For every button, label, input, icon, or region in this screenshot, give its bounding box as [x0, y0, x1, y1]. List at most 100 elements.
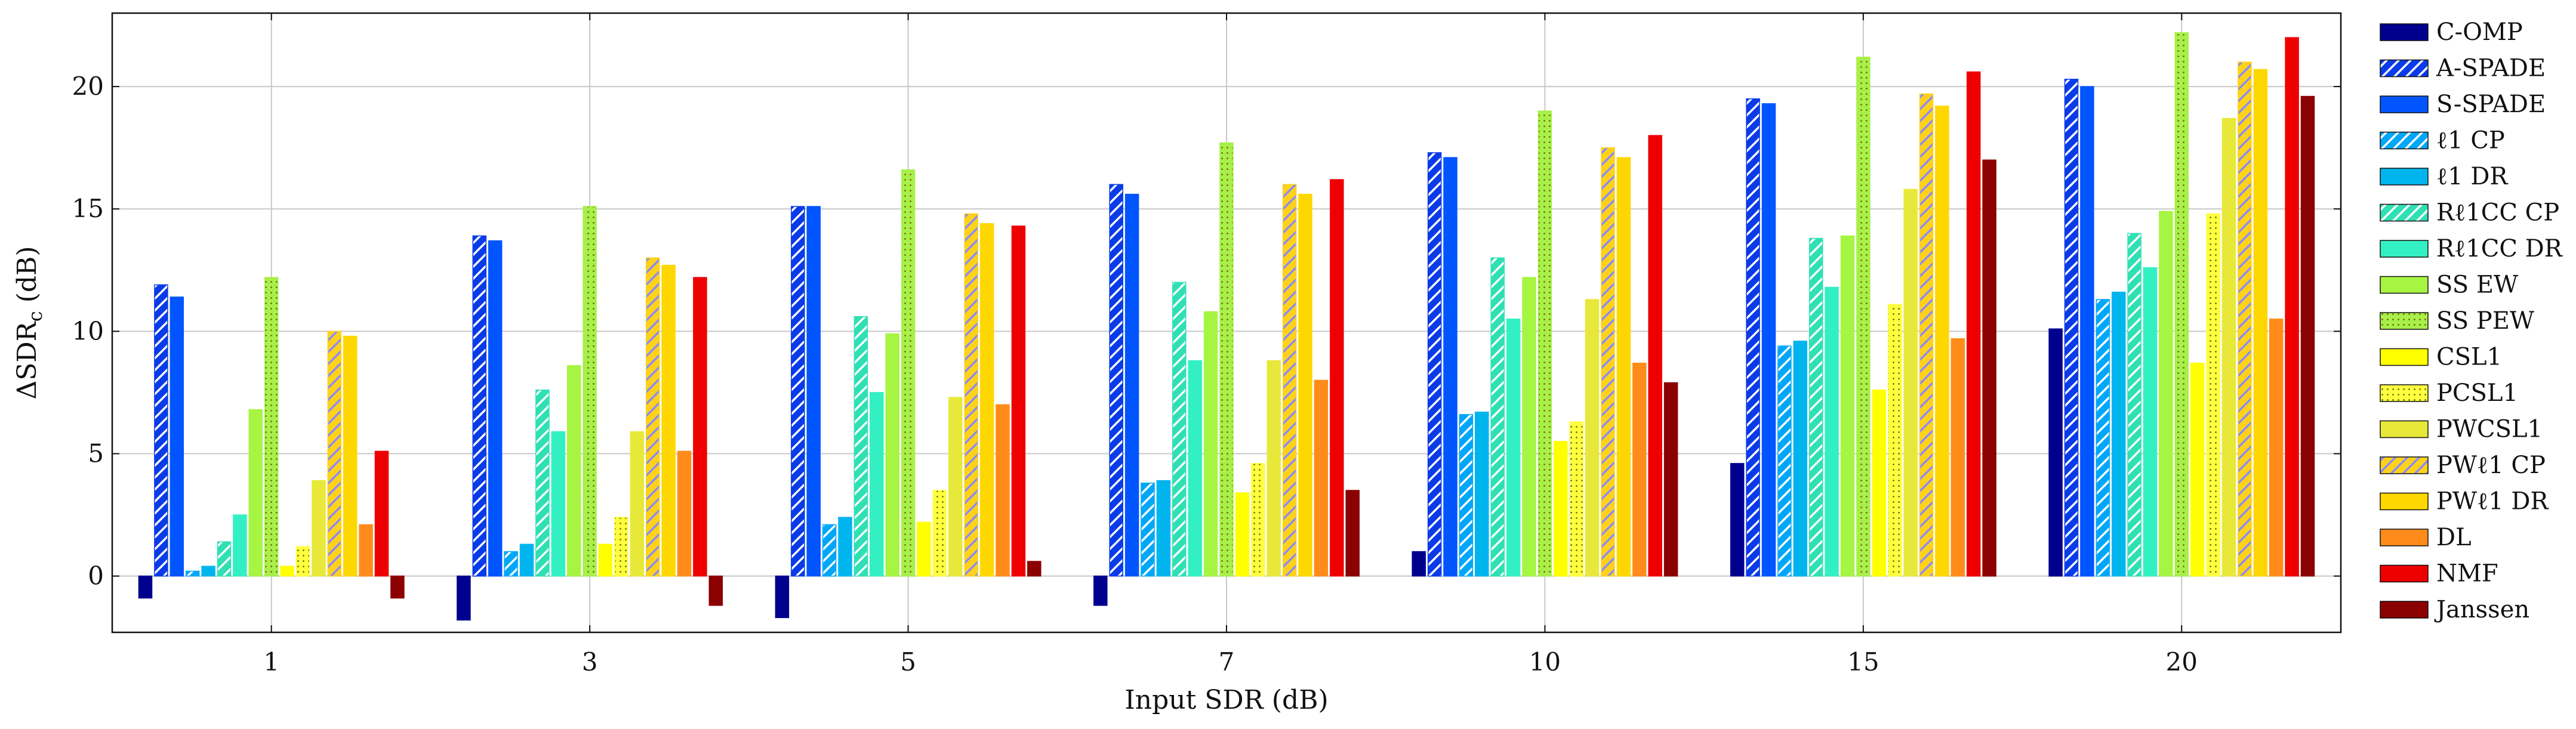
legend-swatch — [2380, 59, 2429, 78]
legend-swatch — [2380, 95, 2429, 113]
legend-label: DL — [2436, 524, 2472, 551]
bar--1-cp-7 — [1141, 482, 1155, 577]
legend-label: ℓ1 DR — [2436, 163, 2509, 190]
axis-ticks: 0 5 10 15 20 1 3 5 7 10 15 20 ΔSDRc (dB) — [12, 13, 2341, 677]
bar-ss-pew-7 — [1219, 142, 1234, 577]
bar-a-spade-5 — [791, 206, 805, 577]
bar-a-spade-20 — [2064, 79, 2079, 577]
legend-label: PWℓ1 CP — [2436, 452, 2546, 479]
bar-nmf-1 — [374, 450, 389, 577]
bar-s-spade-20 — [2080, 86, 2094, 577]
bar-pw-1-cp-5 — [964, 213, 978, 577]
bar-janssen-15 — [1982, 159, 1996, 577]
bar-a-spade-10 — [1427, 152, 1442, 577]
bar-pwcsl1-10 — [1585, 299, 1600, 577]
bar-dl-5 — [996, 404, 1010, 577]
bar-pcsl1-1 — [295, 546, 310, 577]
bar-dl-20 — [2269, 319, 2284, 577]
legend-label: Rℓ1CC DR — [2436, 235, 2563, 262]
bar--1-dr-7 — [1156, 480, 1171, 577]
bar-r-1cc-cp-20 — [2127, 233, 2141, 577]
bar-s-spade-1 — [170, 296, 184, 577]
x-tick-label: 10 — [1529, 647, 1561, 677]
bar-r-1cc-dr-20 — [2143, 267, 2158, 577]
legend-label: C-OMP — [2436, 18, 2523, 46]
legend-label: NMF — [2436, 560, 2498, 588]
bar-pcsl1-3 — [614, 517, 628, 577]
bar-pw-1-dr-5 — [979, 223, 994, 577]
bar-nmf-20 — [2285, 37, 2299, 577]
legend-swatch — [2380, 168, 2429, 186]
bar-pw-1-dr-10 — [1616, 157, 1631, 577]
bar-s-spade-10 — [1443, 157, 1458, 577]
bar-pw-1-cp-1 — [327, 330, 342, 577]
legend-swatch — [2380, 529, 2429, 546]
bar-c-omp-3 — [457, 575, 471, 621]
x-tick-label: 15 — [1847, 647, 1879, 677]
bar-pwcsl1-5 — [948, 397, 963, 577]
legend-label: PCSL1 — [2436, 379, 2518, 407]
bar-ss-pew-10 — [1537, 110, 1552, 577]
bar-janssen-5 — [1027, 561, 1042, 577]
bar--1-cp-15 — [1777, 345, 1792, 577]
bar-ss-ew-15 — [1840, 235, 1855, 577]
bar-csl1-5 — [917, 521, 931, 577]
bar--1-cp-20 — [2096, 299, 2110, 577]
bar-csl1-15 — [1872, 390, 1887, 577]
bar--1-dr-10 — [1475, 412, 1489, 577]
bar-csl1-10 — [1554, 441, 1568, 577]
bar-c-omp-7 — [1093, 575, 1108, 606]
bar--1-dr-15 — [1793, 341, 1808, 577]
legend-swatch — [2380, 23, 2429, 41]
bar-csl1-20 — [2190, 362, 2205, 577]
legend-label: PWℓ1 DR — [2436, 488, 2549, 515]
bar--1-dr-5 — [838, 517, 852, 577]
bar-dl-15 — [1951, 338, 1965, 577]
bar-pwcsl1-15 — [1903, 189, 1918, 577]
bar-dl-10 — [1632, 362, 1647, 577]
legend-label: SS PEW — [2436, 307, 2534, 335]
bar-janssen-7 — [1345, 490, 1360, 577]
bar-r-1cc-dr-7 — [1188, 360, 1202, 577]
bar--1-cp-3 — [504, 551, 518, 577]
bar-c-omp-20 — [2048, 328, 2063, 577]
bar-ss-pew-15 — [1856, 57, 1871, 577]
bar--1-cp-10 — [1459, 414, 1474, 577]
legend-swatch — [2380, 240, 2429, 258]
legend-swatch — [2380, 312, 2429, 330]
bar-janssen-20 — [2300, 95, 2315, 577]
bar-c-omp-15 — [1730, 463, 1745, 577]
bar-ss-ew-3 — [566, 365, 581, 577]
bar-pwcsl1-7 — [1267, 360, 1281, 577]
bar-nmf-3 — [693, 277, 707, 577]
bar-pw-1-cp-10 — [1601, 147, 1615, 577]
bar-pcsl1-10 — [1569, 421, 1583, 577]
bar--1-dr-20 — [2111, 291, 2126, 577]
y-tick-label: 0 — [88, 561, 104, 591]
bar-ss-pew-1 — [264, 277, 279, 577]
bar-dl-1 — [359, 524, 373, 577]
bar-janssen-3 — [708, 575, 723, 606]
legend-swatch — [2380, 492, 2429, 511]
bar-pw-1-dr-20 — [2253, 69, 2268, 577]
legend-label: S-SPADE — [2436, 91, 2546, 118]
bar-a-spade-3 — [472, 235, 487, 577]
bar-csl1-7 — [1235, 492, 1250, 577]
y-tick-label: 5 — [88, 438, 104, 468]
bar-r-1cc-cp-1 — [217, 541, 232, 577]
bar-a-spade-7 — [1109, 184, 1123, 577]
bar-r-1cc-cp-15 — [1808, 237, 1823, 577]
legend-label: A-SPADE — [2436, 55, 2546, 82]
bar-dl-7 — [1314, 379, 1329, 577]
bar-s-spade-3 — [488, 240, 503, 577]
bar-ss-ew-20 — [2159, 211, 2173, 577]
x-axis-label: Input SDR (dB) — [1124, 685, 1329, 715]
bar-s-spade-7 — [1124, 193, 1139, 577]
legend-label: Rℓ1CC CP — [2436, 199, 2559, 227]
bar-r-1cc-dr-10 — [1506, 319, 1521, 577]
bar--1-dr-1 — [201, 566, 215, 577]
bar-a-spade-15 — [1746, 98, 1760, 577]
bar-c-omp-5 — [775, 575, 790, 619]
